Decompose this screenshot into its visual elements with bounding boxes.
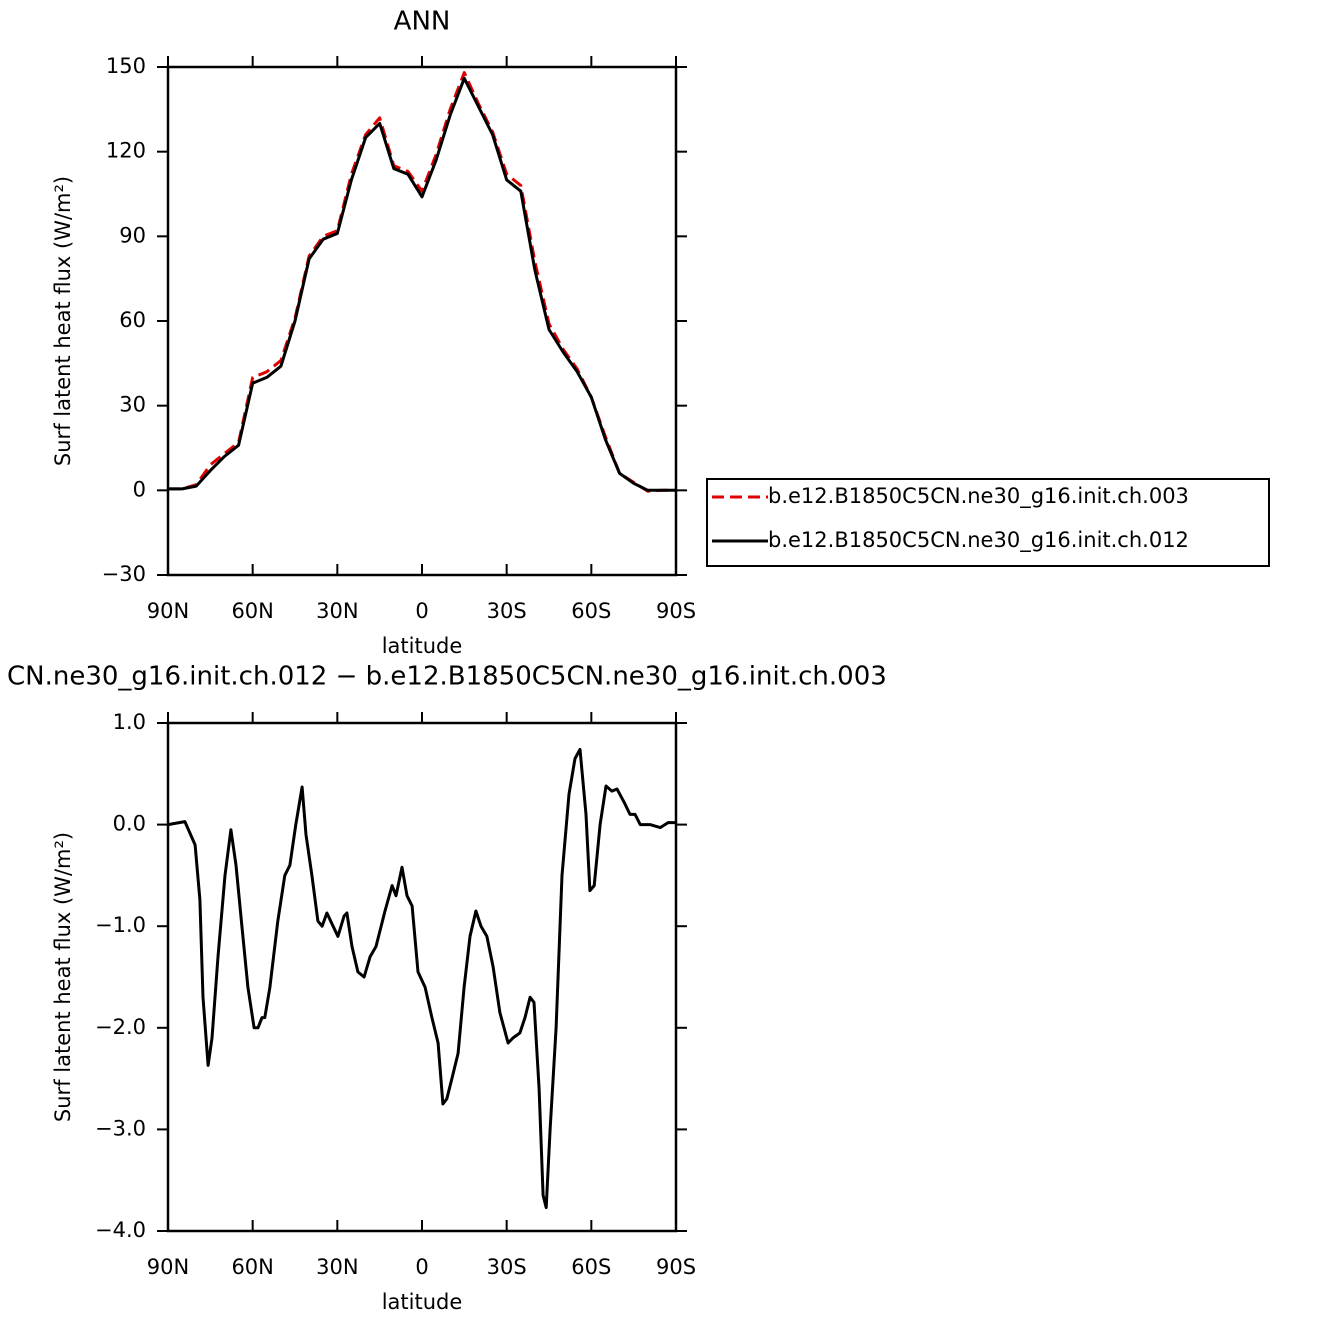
x-tick-label: 0 [415, 599, 428, 623]
legend-label: b.e12.B1850C5CN.ne30_g16.init.ch.012 [768, 528, 1189, 553]
x-axis-label: latitude [382, 634, 463, 658]
y-tick-label: 0.0 [113, 812, 146, 836]
y-tick-label: −1.0 [95, 913, 146, 937]
x-tick-label: 90N [147, 1255, 189, 1279]
x-tick-label: 60S [571, 599, 611, 623]
chart-title: CN.ne30_g16.init.ch.012 − b.e12.B1850C5C… [7, 662, 887, 692]
data-line [168, 76, 676, 492]
y-axis-label: Surf latent heat flux (W/m²) [51, 176, 75, 466]
plot-frame [166, 65, 678, 577]
y-tick-label: −3.0 [95, 1116, 146, 1140]
x-tick-label: 0 [415, 1255, 428, 1279]
y-tick-label: −4.0 [95, 1218, 146, 1242]
y-tick-label: 150 [106, 54, 146, 78]
y-tick-label: −30 [102, 562, 146, 586]
y-tick-label: 1.0 [113, 710, 146, 734]
y-tick-label: −2.0 [95, 1015, 146, 1039]
x-tick-label: 90S [656, 1255, 696, 1279]
x-tick-label: 90N [147, 599, 189, 623]
y-tick-label: 90 [119, 223, 146, 247]
x-axis-label: latitude [382, 1290, 463, 1314]
y-axis-label: Surf latent heat flux (W/m²) [51, 832, 75, 1122]
x-tick-label: 30S [487, 599, 527, 623]
x-tick-label: 30N [316, 599, 358, 623]
y-tick-label: 30 [119, 393, 146, 417]
x-tick-label: 90S [656, 599, 696, 623]
chart-title: ANN [394, 7, 451, 37]
data-line [168, 71, 676, 493]
x-tick-label: 60S [571, 1255, 611, 1279]
y-tick-label: 0 [133, 477, 146, 501]
legend-label: b.e12.B1850C5CN.ne30_g16.init.ch.003 [768, 484, 1189, 509]
x-tick-label: 60N [231, 1255, 273, 1279]
plot-frame [166, 721, 678, 1233]
x-tick-label: 30S [487, 1255, 527, 1279]
y-tick-label: 60 [119, 308, 146, 332]
legend-box [706, 478, 1270, 567]
x-tick-label: 30N [316, 1255, 358, 1279]
x-tick-label: 60N [231, 599, 273, 623]
data-line [167, 747, 676, 1210]
y-tick-label: 120 [106, 139, 146, 163]
